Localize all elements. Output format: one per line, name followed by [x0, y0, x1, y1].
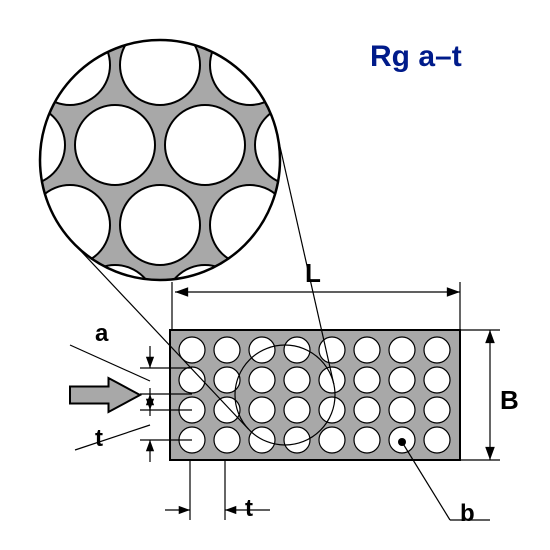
- dimension-label-t-horizontal: t: [245, 495, 253, 523]
- diagram-title: Rg a–t: [370, 40, 462, 74]
- dimension-label-a: a: [95, 320, 108, 348]
- dimension-label-B: B: [500, 385, 519, 416]
- direction-arrow-icon: [70, 378, 140, 412]
- diagram-svg: [0, 0, 550, 550]
- diagram-canvas: Rg a–t L B a t t b: [0, 0, 550, 550]
- perforated-plate: [170, 330, 460, 460]
- dimension-label-b: b: [460, 500, 475, 528]
- dimension-label-t-vertical: t: [95, 425, 103, 453]
- magnifier-view: [0, 25, 335, 345]
- dimension-label-L: L: [305, 258, 321, 289]
